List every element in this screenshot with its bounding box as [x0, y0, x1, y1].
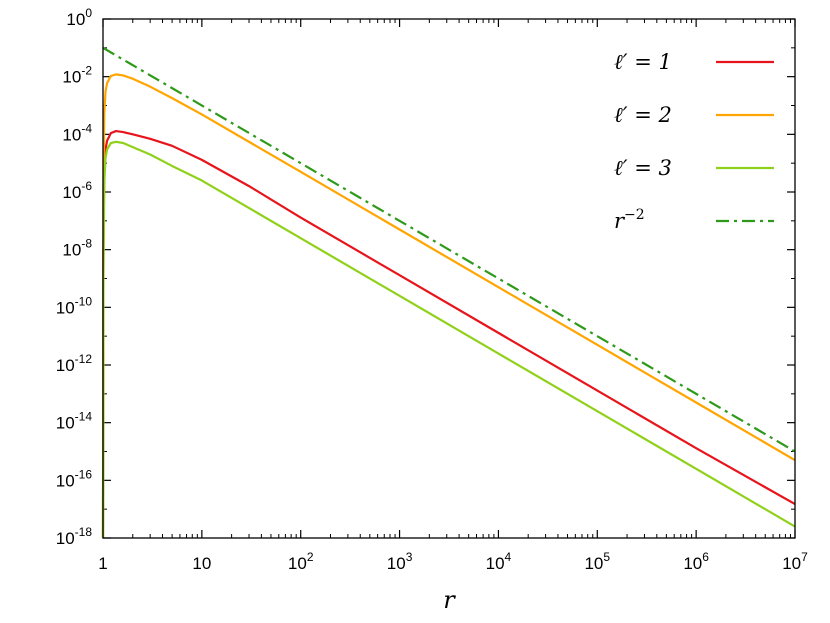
x-tick-label-exponent: 3 — [406, 550, 413, 564]
legend-label-main: ℓ′ = 1 — [614, 50, 672, 74]
x-tick-label-exponent: 6 — [702, 550, 709, 564]
y-tick-label: 10-8 — [62, 237, 92, 260]
x-tick-label: 107 — [782, 550, 808, 573]
y-tick-label: 10-6 — [62, 179, 92, 202]
y-tick-label: 10-12 — [56, 352, 93, 375]
legend-label: r−2 — [614, 207, 645, 233]
x-tick-label-base: 10 — [192, 554, 211, 573]
y-tick-label-exponent: -16 — [75, 467, 93, 481]
series-line-3 — [101, 140, 796, 539]
y-tick-label: 10-14 — [56, 410, 93, 433]
series-line-4 — [102, 46, 796, 453]
x-tick-label: 104 — [486, 550, 512, 573]
series-line-2 — [101, 73, 796, 539]
y-tick-label-exponent: -2 — [81, 64, 92, 78]
y-tick-label-base: 10 — [56, 529, 75, 548]
x-tick-label: 103 — [387, 550, 413, 573]
x-tick-label-exponent: 7 — [801, 550, 808, 564]
y-tick-label: 10-18 — [56, 525, 93, 548]
x-axis-title: r — [443, 586, 456, 614]
x-tick-label: 106 — [683, 550, 709, 573]
x-tick-label-base: 1 — [98, 554, 107, 573]
y-tick-label-base: 10 — [62, 241, 81, 260]
x-tick-label: 1 — [98, 554, 107, 573]
y-tick-label-base: 10 — [62, 68, 81, 87]
y-tick-label-base: 10 — [62, 125, 81, 144]
y-tick-label: 10-10 — [56, 294, 93, 317]
y-tick-label: 100 — [66, 6, 92, 29]
series-line-1 — [101, 129, 796, 539]
y-tick-label-exponent: -10 — [75, 294, 93, 308]
x-tick-label-base: 10 — [584, 554, 603, 573]
y-tick-label: 10-2 — [62, 64, 92, 87]
x-tick-label: 102 — [288, 550, 314, 573]
legend-label: ℓ′ = 2 — [614, 103, 672, 127]
x-tick-label-base: 10 — [288, 554, 307, 573]
y-tick-label-base: 10 — [62, 183, 81, 202]
x-tick-label-exponent: 2 — [307, 550, 314, 564]
x-tick-label: 105 — [584, 550, 610, 573]
x-tick-label: 10 — [192, 554, 211, 573]
y-tick-label-exponent: -14 — [75, 410, 93, 424]
axes: 1 10 102 103 104 105 106 10710010-210-410-610-8… — [56, 6, 808, 573]
y-tick-label-base: 10 — [56, 298, 75, 317]
series-lines — [101, 46, 796, 539]
y-tick-label-base: 10 — [56, 414, 75, 433]
x-tick-label-exponent: 4 — [505, 550, 512, 564]
y-tick-label-exponent: -8 — [81, 237, 92, 251]
legend-label-main: ℓ′ = 3 — [614, 156, 672, 180]
legend-label-exponent: −2 — [624, 207, 645, 223]
legend-label-main: r — [614, 209, 626, 233]
y-tick-label-exponent: -4 — [81, 121, 92, 135]
y-tick-label-base: 10 — [56, 471, 75, 490]
legend: ℓ′ = 1 ℓ′ = 2 ℓ′ = 3 r−2 — [614, 50, 774, 233]
y-tick-label-exponent: 0 — [85, 6, 92, 20]
legend-label: ℓ′ = 3 — [614, 156, 672, 180]
x-tick-label-base: 10 — [486, 554, 505, 573]
legend-label: ℓ′ = 1 — [614, 50, 672, 74]
y-tick-label: 10-4 — [62, 121, 92, 144]
y-tick-label-base: 10 — [56, 356, 75, 375]
y-tick-label: 10-16 — [56, 467, 93, 490]
x-tick-label-exponent: 5 — [603, 550, 610, 564]
y-tick-label-exponent: -18 — [75, 525, 93, 539]
x-tick-label-base: 10 — [683, 554, 702, 573]
y-tick-label-base: 10 — [66, 10, 85, 29]
legend-label-main: ℓ′ = 2 — [614, 103, 672, 127]
x-tick-label-base: 10 — [782, 554, 801, 573]
y-tick-label-exponent: -12 — [75, 352, 93, 366]
plot-frame — [102, 18, 796, 539]
y-tick-label-exponent: -6 — [81, 179, 92, 193]
x-tick-label-base: 10 — [387, 554, 406, 573]
